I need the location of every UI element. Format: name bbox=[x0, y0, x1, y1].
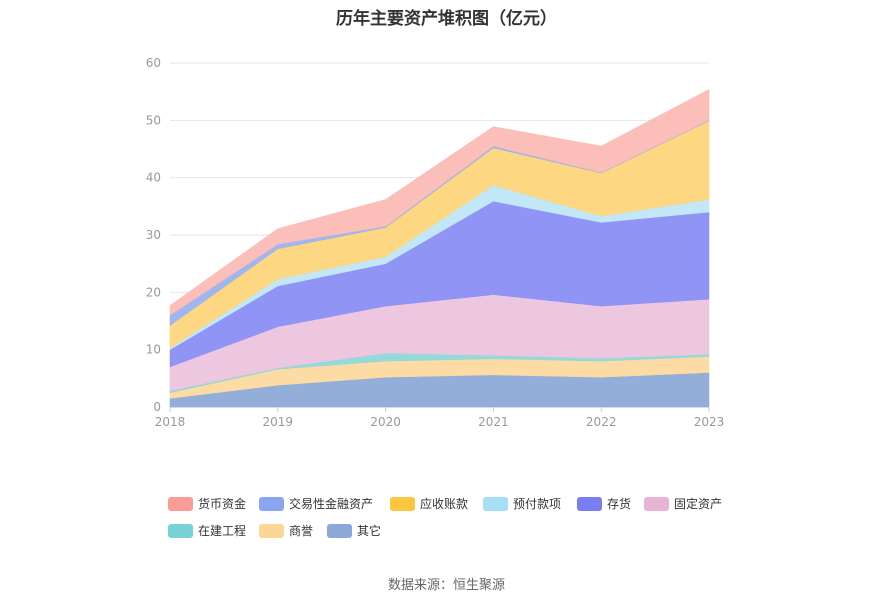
legend-swatch bbox=[644, 496, 669, 511]
y-tick-label: 50 bbox=[146, 113, 161, 127]
area-series-货币资金 bbox=[169, 88, 710, 316]
x-tick-label: 2020 bbox=[370, 415, 401, 429]
y-tick-label: 60 bbox=[146, 56, 161, 70]
legend-item[interactable]: 商誉 bbox=[259, 522, 313, 539]
y-tick-label: 30 bbox=[146, 228, 161, 242]
legend-label: 商誉 bbox=[289, 524, 314, 538]
data-source: 数据来源：恒生聚源 bbox=[387, 578, 505, 593]
x-tick-label: 2022 bbox=[586, 415, 617, 429]
legend-swatch bbox=[577, 496, 602, 511]
legend-swatch bbox=[390, 496, 415, 511]
y-tick-label: 10 bbox=[146, 343, 161, 357]
legend-swatch bbox=[259, 523, 284, 538]
chart-title: 历年主要资产堆积图（亿元） bbox=[336, 9, 557, 29]
legend-item[interactable]: 在建工程 bbox=[168, 522, 246, 539]
x-tick-label: 2023 bbox=[694, 415, 725, 429]
legend-label: 货币资金 bbox=[198, 497, 247, 511]
legend-swatch bbox=[259, 496, 284, 511]
legend-item[interactable]: 存货 bbox=[577, 495, 631, 512]
y-tick-label: 40 bbox=[146, 171, 161, 185]
legend-swatch bbox=[327, 523, 352, 538]
legend-label: 交易性金融资产 bbox=[289, 497, 374, 511]
legend-label: 其它 bbox=[357, 524, 382, 538]
legend-item[interactable]: 交易性金融资产 bbox=[259, 495, 373, 512]
x-tick-label: 2021 bbox=[478, 415, 509, 429]
legend-swatch bbox=[168, 523, 193, 538]
legend-item[interactable]: 预付款项 bbox=[483, 495, 561, 512]
legend-label: 固定资产 bbox=[674, 497, 723, 511]
y-tick-label: 20 bbox=[146, 285, 161, 299]
legend-item[interactable]: 货币资金 bbox=[168, 495, 246, 512]
x-tick-label: 2018 bbox=[155, 415, 186, 429]
legend-label: 预付款项 bbox=[513, 497, 562, 511]
legend-item[interactable]: 固定资产 bbox=[644, 495, 722, 512]
legend-swatch bbox=[483, 496, 508, 511]
legend-item[interactable]: 其它 bbox=[327, 522, 381, 539]
x-tick-label: 2019 bbox=[263, 415, 294, 429]
legend-item[interactable]: 应收账款 bbox=[390, 495, 468, 512]
legend-label: 应收账款 bbox=[420, 497, 469, 511]
y-tick-label: 0 bbox=[153, 400, 161, 414]
legend-swatch bbox=[168, 496, 193, 511]
legend-label: 在建工程 bbox=[198, 524, 247, 538]
legend-label: 存货 bbox=[607, 497, 632, 511]
